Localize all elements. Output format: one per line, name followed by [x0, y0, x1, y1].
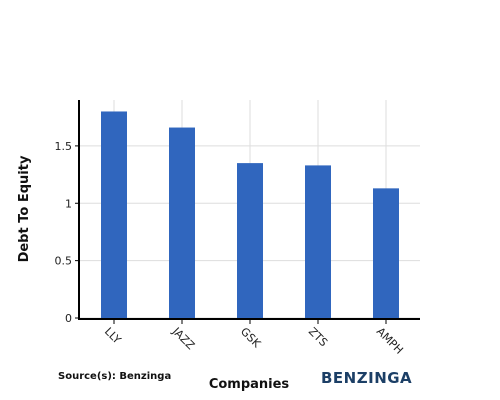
x-tick-label: ZTS	[306, 325, 330, 349]
bar-gsk	[237, 163, 263, 318]
x-axis-ticks: LLY JAZZ GSK ZTS AMPH	[102, 319, 406, 357]
y-tick-label: 1.5	[55, 140, 73, 153]
benzinga-logo: BENZINGA	[321, 369, 413, 387]
bar-jazz	[169, 127, 195, 319]
x-axis-title: Companies	[209, 377, 290, 392]
x-tick-label: JAZZ	[169, 324, 197, 352]
bar-lly	[101, 111, 127, 318]
y-axis-ticks: 0 0.5 1 1.5	[55, 140, 79, 325]
y-tick-label: 0	[65, 312, 72, 325]
y-tick-label: 1	[65, 197, 72, 210]
bars	[101, 111, 399, 319]
x-tick-label: LLY	[102, 325, 124, 347]
y-tick-label: 0.5	[55, 255, 73, 268]
source-note: Source(s): Benzinga	[58, 371, 172, 382]
bar-amph	[373, 188, 399, 318]
x-tick-label: GSK	[238, 325, 264, 351]
bar-zts	[305, 165, 331, 318]
x-tick-label: AMPH	[374, 325, 406, 357]
y-axis-title: Debt To Equity	[17, 155, 32, 262]
